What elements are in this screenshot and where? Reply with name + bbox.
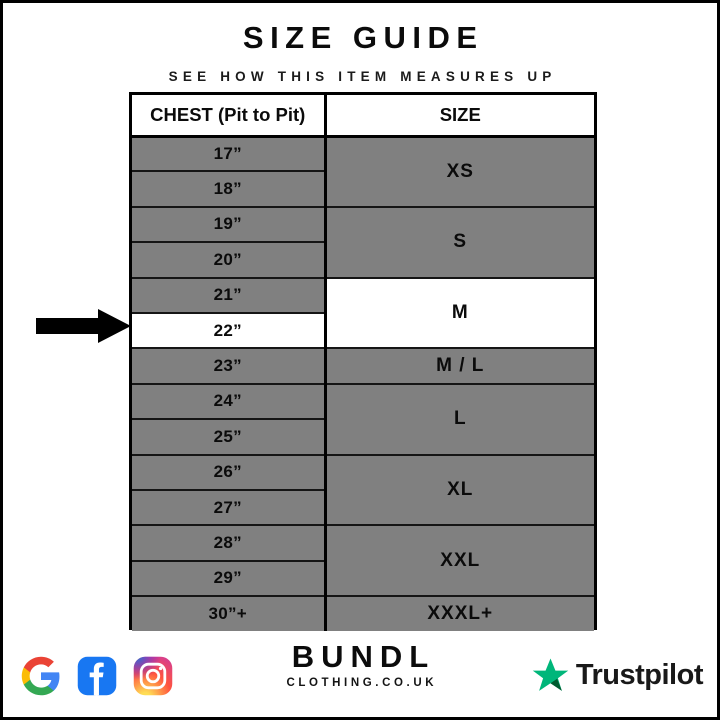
chest-measurement-cell[interactable]: 28”	[132, 525, 327, 562]
size-label-cell[interactable]: XXXL+	[325, 596, 594, 632]
chest-measurement-cell[interactable]: 19”	[132, 206, 327, 244]
size-label-cell-selected[interactable]: M	[325, 277, 594, 350]
page-subtitle: SEE HOW THIS ITEM MEASURES UP	[168, 69, 557, 85]
trustpilot-label: Trustpilot	[575, 659, 704, 691]
right-arrow-icon	[36, 309, 131, 343]
size-label-cell[interactable]: XL	[325, 454, 594, 527]
chest-measurement-cell[interactable]: 18”	[132, 171, 327, 208]
table-row[interactable]: 29”	[132, 560, 594, 598]
table-row[interactable]: 23” M / L	[132, 348, 594, 385]
column-header-size: SIZE	[325, 95, 594, 138]
chest-measurement-cell-selected[interactable]: 22”	[132, 312, 327, 350]
trustpilot-star-icon	[532, 657, 569, 694]
chest-measurement-cell[interactable]: 23”	[132, 348, 327, 385]
chest-measurement-cell[interactable]: 25”	[132, 419, 327, 456]
chest-measurement-cell[interactable]: 30”+	[132, 596, 327, 632]
size-label-cell[interactable]: L	[325, 383, 594, 456]
size-label-cell[interactable]: XS	[325, 136, 594, 208]
chest-measurement-cell[interactable]: 21”	[132, 277, 327, 314]
header-block: SIZE GUIDE SEE HOW THIS ITEM MEASURES UP	[3, 20, 717, 85]
social-icons-group	[20, 655, 174, 697]
table-row[interactable]: 26” XL	[132, 454, 594, 527]
chest-measurement-cell[interactable]: 26”	[132, 454, 327, 491]
table-row[interactable]: 19” S	[132, 206, 594, 279]
chest-measurement-cell[interactable]: 17”	[132, 136, 327, 173]
size-label-cell[interactable]: M / L	[325, 348, 594, 385]
table-row[interactable]: 24” L	[132, 383, 594, 456]
table-row[interactable]: 30”+ XXXL+	[132, 596, 594, 632]
table-row-selected[interactable]: 22”	[132, 312, 594, 350]
facebook-icon[interactable]	[76, 655, 118, 697]
brand-domain: CLOTHING.CO.UK	[286, 676, 438, 689]
table-row[interactable]: 28” XXL	[132, 525, 594, 598]
brand-logo: BUNDL CLOTHING.CO.UK	[3, 639, 717, 689]
table-header: CHEST (Pit to Pit) SIZE	[132, 95, 594, 138]
page-title: SIZE GUIDE	[242, 20, 484, 55]
brand-name: BUNDL	[291, 639, 436, 674]
chest-measurement-cell[interactable]: 20”	[132, 242, 327, 279]
chest-measurement-cell[interactable]: 24”	[132, 383, 327, 421]
table-header-row: CHEST (Pit to Pit) SIZE	[132, 95, 594, 138]
size-label-cell[interactable]: XXL	[325, 525, 594, 598]
table-row[interactable]: 17” XS	[132, 136, 594, 208]
table-row[interactable]: 25”	[132, 419, 594, 456]
trustpilot-logo[interactable]: Trustpilot	[532, 657, 704, 694]
footer: BUNDL CLOTHING.CO.UK Trustpilot	[3, 635, 717, 717]
size-table-container: CHEST (Pit to Pit) SIZE 17” XS 18” 19” S…	[129, 92, 597, 632]
size-label-cell[interactable]: S	[325, 206, 594, 279]
google-icon[interactable]	[20, 655, 62, 697]
table-row[interactable]: 18”	[132, 171, 594, 208]
table-row[interactable]: 27”	[132, 489, 594, 527]
table-row[interactable]: 21” M	[132, 277, 594, 350]
size-table: CHEST (Pit to Pit) SIZE 17” XS 18” 19” S…	[132, 95, 594, 632]
table-row[interactable]: 20”	[132, 242, 594, 279]
chest-measurement-cell[interactable]: 29”	[132, 560, 327, 598]
table-body: 17” XS 18” 19” S 20” 21” M 2	[132, 136, 594, 632]
chest-measurement-cell[interactable]: 27”	[132, 489, 327, 527]
instagram-icon[interactable]	[132, 655, 174, 697]
column-header-chest: CHEST (Pit to Pit)	[132, 95, 327, 138]
